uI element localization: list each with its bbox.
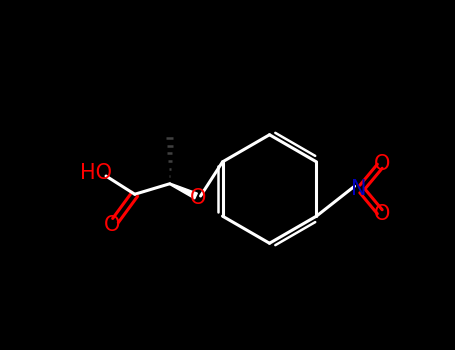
Text: O: O — [190, 188, 206, 208]
Text: O: O — [374, 154, 391, 175]
Text: O: O — [104, 215, 121, 235]
Polygon shape — [169, 183, 197, 199]
Text: HO: HO — [80, 163, 112, 183]
Text: O: O — [374, 203, 391, 224]
Text: N: N — [351, 179, 366, 199]
